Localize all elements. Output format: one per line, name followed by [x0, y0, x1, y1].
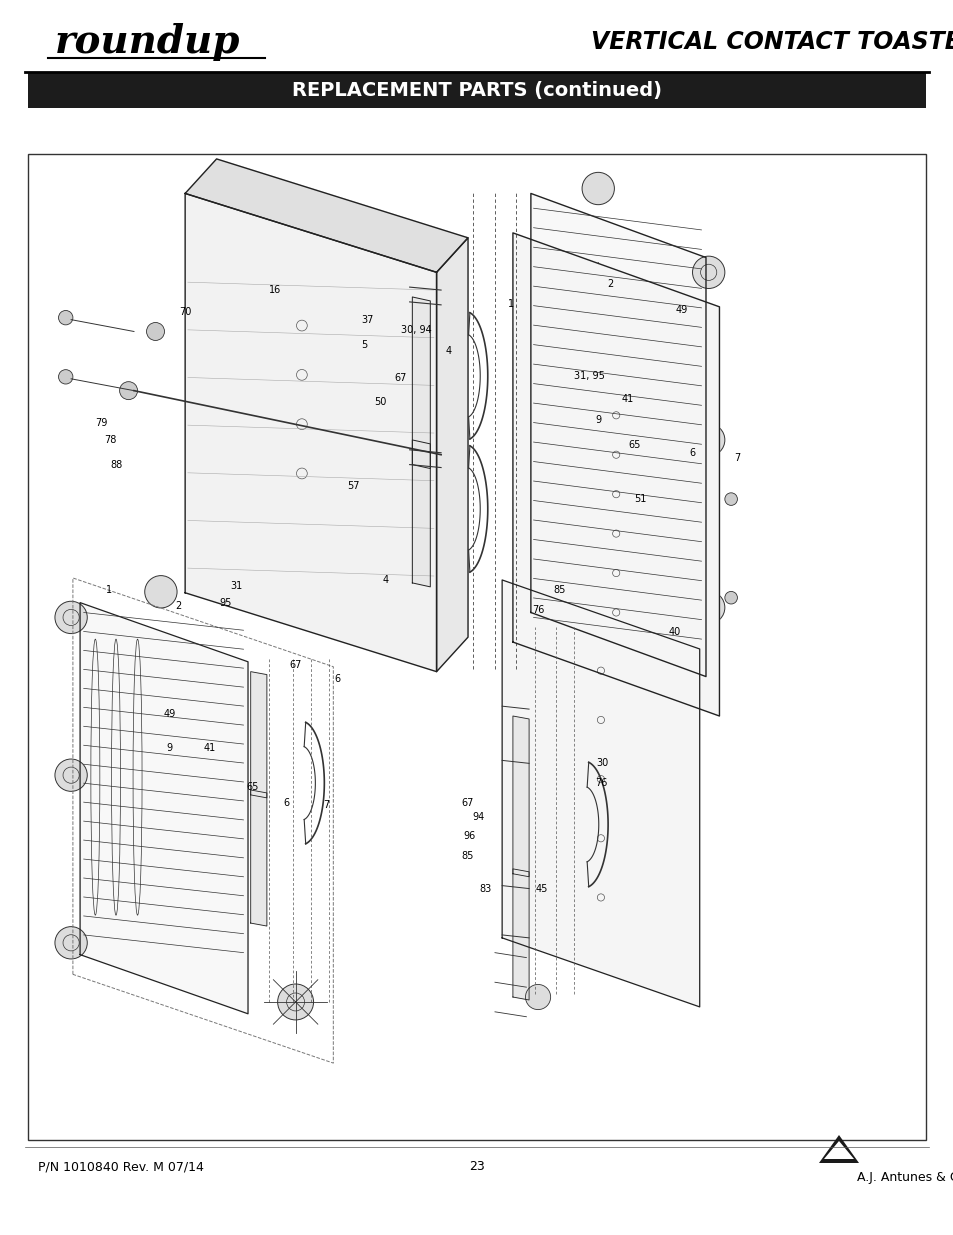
- Text: 49: 49: [164, 709, 175, 719]
- Text: 40: 40: [668, 627, 680, 637]
- Circle shape: [724, 493, 737, 505]
- Text: 7: 7: [323, 800, 329, 810]
- Polygon shape: [185, 159, 468, 273]
- Text: 95: 95: [219, 598, 232, 608]
- Text: 70: 70: [179, 306, 192, 316]
- Polygon shape: [513, 233, 719, 716]
- Text: 9: 9: [167, 742, 172, 752]
- Text: 6: 6: [335, 673, 340, 683]
- Polygon shape: [185, 194, 436, 672]
- Bar: [28, 72, 925, 107]
- Text: VERTICAL CONTACT TOASTER: VERTICAL CONTACT TOASTER: [591, 30, 953, 54]
- Text: 31: 31: [230, 580, 242, 590]
- Text: 9: 9: [595, 415, 600, 425]
- Circle shape: [581, 173, 614, 205]
- Circle shape: [692, 256, 724, 289]
- Polygon shape: [412, 440, 430, 587]
- Polygon shape: [80, 603, 248, 1014]
- Polygon shape: [823, 1141, 853, 1158]
- Polygon shape: [513, 716, 529, 877]
- Polygon shape: [818, 1135, 858, 1163]
- Text: 94: 94: [472, 811, 484, 821]
- Circle shape: [58, 310, 72, 325]
- Text: 65: 65: [246, 782, 258, 792]
- Text: 67: 67: [395, 373, 406, 383]
- Polygon shape: [513, 869, 529, 1000]
- Text: 2: 2: [606, 279, 613, 289]
- Text: 67: 67: [289, 659, 301, 669]
- Text: 37: 37: [361, 315, 374, 325]
- Text: 31, 95: 31, 95: [573, 370, 604, 380]
- Text: 78: 78: [104, 435, 116, 445]
- Text: 4: 4: [382, 576, 388, 585]
- Text: 2: 2: [175, 600, 182, 610]
- Bar: [28, 154, 925, 1140]
- Circle shape: [145, 576, 177, 608]
- Circle shape: [525, 984, 550, 1009]
- Text: P/N 1010840 Rev. M 07/14: P/N 1010840 Rev. M 07/14: [38, 1161, 204, 1173]
- Text: 16: 16: [269, 285, 281, 295]
- Circle shape: [119, 382, 137, 400]
- Text: 85: 85: [553, 585, 565, 595]
- Text: REPLACEMENT PARTS (continued): REPLACEMENT PARTS (continued): [292, 80, 661, 100]
- Text: 4: 4: [445, 346, 451, 356]
- Text: 23: 23: [469, 1161, 484, 1173]
- Text: 51: 51: [634, 494, 646, 504]
- Text: 88: 88: [110, 459, 122, 469]
- Text: 1: 1: [508, 299, 514, 309]
- Polygon shape: [251, 672, 267, 798]
- Text: 30, 94: 30, 94: [400, 325, 431, 335]
- Circle shape: [55, 760, 87, 792]
- Circle shape: [692, 592, 724, 624]
- Circle shape: [147, 322, 164, 341]
- Polygon shape: [251, 790, 267, 926]
- Text: 57: 57: [347, 482, 359, 492]
- Text: 49: 49: [675, 305, 687, 315]
- Circle shape: [277, 984, 314, 1020]
- Text: 45: 45: [535, 883, 547, 894]
- Circle shape: [692, 424, 724, 456]
- Text: 85: 85: [461, 851, 474, 861]
- Circle shape: [58, 369, 72, 384]
- Text: A.J. Antunes & Co.: A.J. Antunes & Co.: [856, 1171, 953, 1183]
- Text: 5: 5: [361, 341, 368, 351]
- Circle shape: [724, 592, 737, 604]
- Text: 76: 76: [594, 778, 606, 788]
- Text: 76: 76: [532, 604, 543, 615]
- Polygon shape: [412, 296, 430, 468]
- Text: 79: 79: [95, 419, 108, 429]
- Text: 67: 67: [461, 798, 474, 808]
- Text: 96: 96: [463, 831, 476, 841]
- Text: 1: 1: [106, 585, 112, 595]
- Text: roundup: roundup: [55, 23, 240, 61]
- Polygon shape: [501, 580, 699, 1007]
- Text: 6: 6: [689, 448, 695, 458]
- Text: 65: 65: [627, 440, 639, 450]
- Text: 50: 50: [374, 398, 386, 408]
- Text: 30: 30: [596, 758, 608, 768]
- Text: 41: 41: [203, 742, 215, 752]
- Circle shape: [55, 926, 87, 958]
- Text: 83: 83: [479, 883, 492, 894]
- Polygon shape: [530, 194, 705, 677]
- Text: 7: 7: [734, 453, 740, 463]
- Text: 41: 41: [621, 394, 634, 404]
- Polygon shape: [436, 238, 468, 672]
- Text: 6: 6: [283, 798, 290, 808]
- Circle shape: [55, 601, 87, 634]
